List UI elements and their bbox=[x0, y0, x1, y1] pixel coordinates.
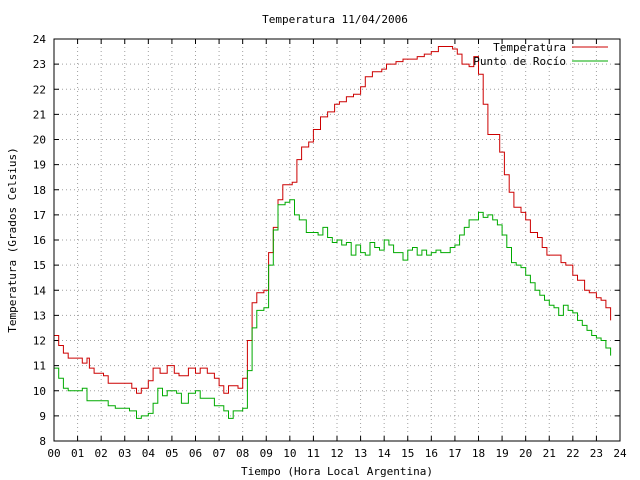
x-tick-label: 17 bbox=[448, 447, 461, 460]
plot-frame bbox=[53, 38, 621, 442]
x-tick-label: 10 bbox=[283, 447, 296, 460]
x-tick-label: 04 bbox=[142, 447, 156, 460]
x-tick-label: 02 bbox=[95, 447, 108, 460]
x-tick-label: 03 bbox=[118, 447, 131, 460]
series-line-0 bbox=[54, 46, 612, 394]
x-tick-label: 13 bbox=[354, 447, 367, 460]
series-line-1 bbox=[54, 199, 612, 419]
y-tick-label: 9 bbox=[39, 410, 46, 423]
y-tick-label: 18 bbox=[33, 184, 46, 197]
x-tick-label: 19 bbox=[495, 447, 508, 460]
y-tick-label: 21 bbox=[33, 108, 46, 121]
x-tick-label: 22 bbox=[566, 447, 579, 460]
y-tick-label: 14 bbox=[33, 284, 47, 297]
x-tick-label: 12 bbox=[330, 447, 343, 460]
x-tick-label: 11 bbox=[307, 447, 320, 460]
y-tick-label: 17 bbox=[33, 209, 46, 222]
y-tick-label: 12 bbox=[33, 335, 46, 348]
legend-label-1: Punto de Rocío bbox=[473, 55, 566, 68]
series-layer bbox=[54, 46, 612, 419]
x-tick-label: 20 bbox=[519, 447, 532, 460]
y-tick-label: 11 bbox=[33, 360, 46, 373]
y-tick-label: 19 bbox=[33, 159, 46, 172]
y-tick-label: 15 bbox=[33, 259, 46, 272]
x-tick-label: 08 bbox=[236, 447, 249, 460]
y-tick-label: 20 bbox=[33, 134, 46, 147]
y-tick-label: 13 bbox=[33, 309, 46, 322]
x-tick-label: 09 bbox=[260, 447, 273, 460]
x-tick-label: 14 bbox=[378, 447, 392, 460]
x-axis-label: Tiempo (Hora Local Argentina) bbox=[241, 465, 433, 478]
y-tick-label: 22 bbox=[33, 83, 46, 96]
y-tick-label: 8 bbox=[39, 435, 46, 448]
x-tick-label: 23 bbox=[590, 447, 603, 460]
y-tick-label: 23 bbox=[33, 58, 46, 71]
x-tick-label: 15 bbox=[401, 447, 414, 460]
chart-title: Temperatura 11/04/2006 bbox=[262, 13, 408, 26]
y-tick-label: 10 bbox=[33, 385, 46, 398]
y-tick-label: 24 bbox=[33, 33, 47, 46]
x-tick-label: 05 bbox=[165, 447, 178, 460]
x-tick-label: 24 bbox=[613, 447, 627, 460]
x-tick-label: 07 bbox=[212, 447, 225, 460]
x-tick-label: 00 bbox=[47, 447, 60, 460]
y-axis-label: Temperatura (Grados Celsius) bbox=[6, 147, 19, 332]
x-tick-label: 01 bbox=[71, 447, 84, 460]
x-tick-label: 21 bbox=[543, 447, 556, 460]
axis-ticks: 8 9 10 11 12 13 14 15 16 17 18 19 20 21 22 23 24 00 01 02 03… bbox=[33, 33, 627, 460]
x-tick-label: 06 bbox=[189, 447, 202, 460]
x-tick-label: 16 bbox=[425, 447, 438, 460]
x-tick-label: 18 bbox=[472, 447, 485, 460]
legend-label-0: Temperatura bbox=[493, 41, 566, 54]
y-tick-label: 16 bbox=[33, 234, 46, 247]
